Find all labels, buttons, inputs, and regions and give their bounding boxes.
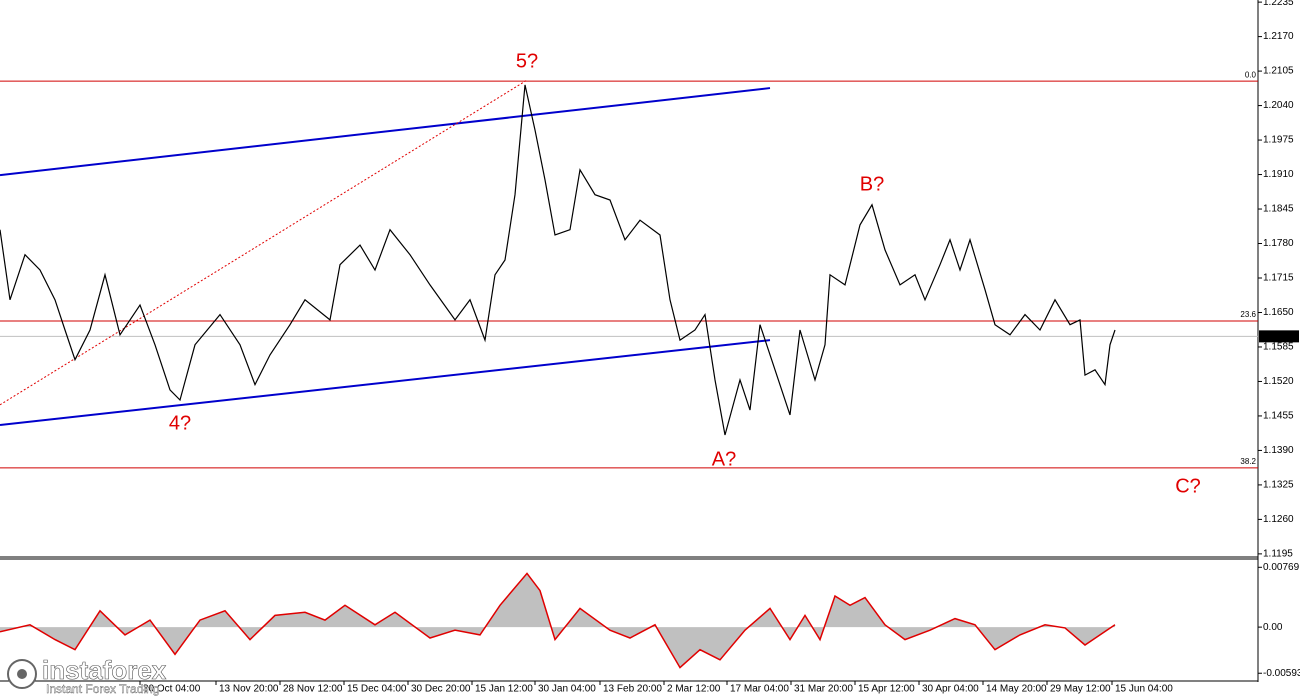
price-line (0, 84, 1116, 436)
y-tick-label: 1.1975 (1263, 135, 1294, 146)
y-tick-label: 1.2105 (1263, 66, 1294, 77)
trendline (0, 87, 771, 177)
wave-label: 4? (169, 412, 191, 434)
wave-label: C? (1175, 475, 1201, 497)
fib-level-label: 0.0 (1245, 70, 1257, 79)
y-tick-label: 1.1260 (1263, 514, 1294, 525)
x-tick-label: 15 Jan 12:00 (475, 684, 533, 695)
x-tick-label: 28 Nov 12:00 (283, 684, 343, 695)
x-tick-label: 15 Jun 04:00 (1115, 684, 1173, 695)
x-tick-label: 13 Feb 20:00 (603, 684, 662, 695)
x-tick-label: 31 Mar 20:00 (794, 684, 853, 695)
y-tick-label: 1.2170 (1263, 31, 1294, 42)
x-tick-label: 2 Mar 12:00 (667, 684, 721, 695)
y-tick-label: 1.1845 (1263, 204, 1294, 215)
logo: instaforex Instant Forex Trading (7, 655, 167, 696)
y-tick-label: 1.1650 (1263, 307, 1294, 318)
fib-level-label: 23.6 (1240, 310, 1256, 319)
x-tick-label: 13 Nov 20:00 (219, 684, 279, 695)
x-tick-label: 30 Oct 04:00 (143, 684, 201, 695)
x-tick-label: 15 Apr 12:00 (858, 684, 915, 695)
y-tick-label: 1.2235 (1263, 0, 1294, 8)
trendline (0, 339, 771, 426)
x-tick-label: 30 Apr 04:00 (922, 684, 979, 695)
y-tick-label: 1.1780 (1263, 238, 1294, 249)
wave-label: 5? (516, 50, 538, 72)
y-tick-label: 1.1390 (1263, 445, 1294, 456)
x-tick-label: 30 Jan 04:00 (538, 684, 596, 695)
x-tick-label: 30 Dec 20:00 (411, 684, 471, 695)
y-tick-label: 0.00 (1263, 622, 1283, 633)
logo-icon (17, 669, 27, 679)
current-price-label: 1.1605 (1263, 331, 1294, 342)
current-price-tag (1259, 330, 1299, 343)
y-tick-label: 1.1715 (1263, 273, 1294, 284)
x-tick-label: 15 Dec 04:00 (347, 684, 407, 695)
signal-line (0, 572, 1116, 669)
logo-tagline: Instant Forex Trading (46, 682, 159, 696)
y-tick-label: -0.00593 (1263, 668, 1300, 679)
y-tick-label: 0.00769 (1263, 562, 1300, 573)
y-tick-label: 1.1910 (1263, 169, 1294, 180)
fib-level-label: 38.2 (1240, 457, 1256, 466)
y-tick-label: 1.1195 (1263, 549, 1293, 560)
y-tick-label: 1.1585 (1263, 342, 1294, 353)
wave-label: B? (860, 173, 884, 195)
x-tick-label: 14 May 20:00 (986, 684, 1047, 695)
logo-text: instaforex (42, 655, 167, 685)
x-tick-label: 17 Mar 04:00 (730, 684, 789, 695)
x-tick-label: 29 May 12:00 (1050, 684, 1111, 695)
trendline (0, 79, 528, 406)
y-tick-label: 1.1455 (1263, 411, 1294, 422)
wave-label: A? (712, 448, 736, 470)
y-tick-label: 1.1520 (1263, 376, 1294, 387)
y-tick-label: 1.1325 (1263, 480, 1294, 491)
y-tick-label: 1.2040 (1263, 100, 1294, 111)
